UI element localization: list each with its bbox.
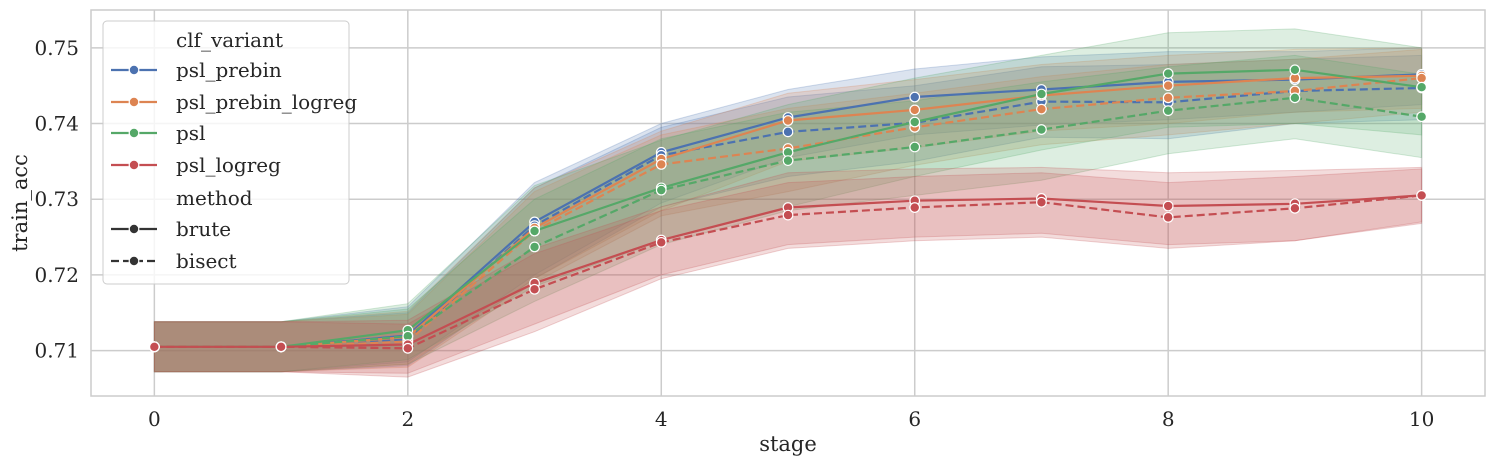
point-psl-logreg-bisect-1 [275,341,287,353]
point-psl-logreg-bisect-5 [782,209,794,221]
point-psl-bisect-4 [655,184,667,196]
point-psl-logreg-bisect-9 [1289,202,1301,214]
line-psl-logreg-bisect [154,194,1422,350]
legend-label-psl: psl [176,121,205,145]
point-psl-bisect-3 [529,241,540,253]
legend-marker-brute [128,223,140,235]
point-psl-prebin-logreg-brute-5 [782,115,794,126]
series-markers [148,64,1428,354]
point-psl-logreg-bisect-7 [1036,196,1047,208]
point-psl-brute-3 [529,225,540,237]
point-psl-brute-10 [1416,81,1428,93]
y-tick-label-1: 0.72 [34,263,79,287]
x-axis-title: stage [759,432,817,456]
legend-style-title: method [176,186,253,210]
point-psl-brute-6 [909,116,921,128]
band-psl-logreg-brute [153,166,1423,374]
point-psl-logreg-bisect-10 [1416,190,1428,201]
legend-marker-psl [128,127,140,139]
legend-hue-title: clf_variant [176,28,283,52]
point-psl-brute-7 [1036,88,1047,100]
point-psl-brute-8 [1162,68,1174,79]
y-axis-title: train_acc [8,154,32,252]
x-tick-label-8: 8 [1162,407,1175,431]
legend-marker-psl-logreg [128,159,140,171]
point-psl-bisect-7 [1036,124,1047,135]
legend-marker-psl-prebin [128,64,140,76]
legend: clf_variant method psl_prebin psl_prebin_… [102,20,357,285]
point-psl-prebin-logreg-bisect-8 [1162,92,1174,104]
x-tick-label-10: 10 [1409,407,1434,431]
point-psl-prebin-logreg-brute-6 [909,104,921,116]
point-psl-brute-9 [1289,64,1301,76]
x-tick-label-0: 0 [148,407,161,431]
y-tick-labels: 0.71 0.72 0.73 0.74 0.75 [34,36,79,363]
legend-marker-psl-prebin-logreg [128,96,140,108]
x-tick-label-6: 6 [908,407,921,431]
x-tick-label-4: 4 [655,407,668,431]
point-psl-prebin-bisect-5 [782,126,794,138]
legend-label-bisect: bisect [176,249,237,273]
point-psl-bisect-10 [1416,111,1428,123]
point-psl-logreg-bisect-6 [909,202,921,213]
y-tick-label-4: 0.75 [34,36,79,60]
legend-label-brute: brute [176,217,231,241]
point-psl-prebin-brute-6 [909,91,921,103]
legend-label-psl-logreg: psl_logreg [176,153,281,177]
point-psl-prebin-logreg-bisect-7 [1036,103,1047,115]
band-psl-logreg-bisect [153,168,1423,378]
legend-label-psl-prebin: psl_prebin [176,58,282,82]
y-tick-label-2: 0.73 [34,187,79,211]
plot-frame [90,9,1486,397]
legend-box [102,20,350,285]
point-psl-prebin-logreg-brute-8 [1162,80,1174,92]
x-tick-label-2: 2 [401,407,414,431]
x-tick-labels: 0 2 4 6 8 10 [148,407,1434,431]
point-psl-logreg-bisect-2 [402,342,414,354]
point-psl-logreg-brute-8 [1162,200,1174,212]
y-tick-label-0: 0.71 [34,339,79,363]
point-psl-logreg-bisect-3 [529,283,540,295]
line-psl-prebin-logreg-bisect [154,77,1422,348]
legend-marker-bisect [128,255,140,267]
legend-label-psl-prebin-logreg: psl_prebin_logreg [176,90,357,114]
point-psl-bisect-9 [1289,92,1301,104]
point-psl-logreg-bisect-4 [655,236,667,248]
point-psl-logreg-bisect-0 [148,341,160,353]
point-psl-prebin-logreg-bisect-10 [1416,72,1428,84]
y-tick-label-3: 0.74 [34,112,79,136]
point-psl-logreg-bisect-8 [1162,211,1174,223]
point-psl-bisect-6 [909,141,921,153]
point-psl-prebin-logreg-bisect-4 [655,158,667,170]
point-psl-bisect-5 [782,155,794,167]
point-psl-bisect-8 [1162,105,1174,117]
